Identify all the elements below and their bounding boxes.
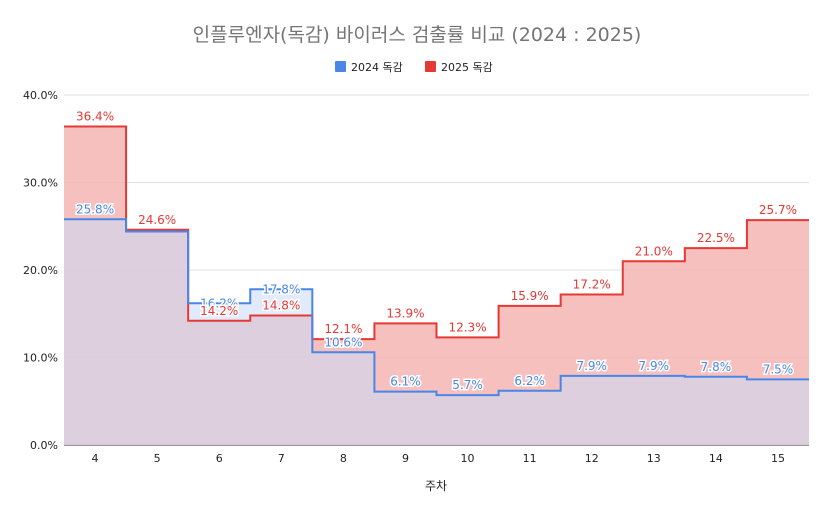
data-label: 14.8% [262, 299, 300, 313]
data-label: 10.6% [324, 335, 362, 349]
data-label: 17.2% [573, 278, 611, 292]
x-tick-label: 9 [402, 452, 409, 465]
x-tick-label: 13 [647, 452, 661, 465]
legend-swatch [335, 61, 346, 72]
data-label: 25.8% [76, 202, 114, 216]
legend-label: 2024 독감 [351, 61, 403, 74]
x-tick-label: 12 [585, 452, 599, 465]
series-line-2024-독감 [64, 218, 809, 397]
x-tick-label: 5 [154, 452, 161, 465]
series-areas [64, 126, 809, 445]
data-label: 6.1% [390, 375, 421, 389]
data-label: 15.9% [511, 289, 549, 303]
data-label: 7.9% [639, 359, 670, 373]
data-label: 6.2% [514, 374, 545, 388]
x-tick-label: 10 [461, 452, 475, 465]
data-labels: 25.8% 16.2% 17.8% 10.6% 6.1% 5.7% 6.2% 7.9% 7.9%… [74, 108, 798, 394]
data-label: 24.6% [138, 213, 176, 227]
y-tick-label: 10.0% [23, 352, 58, 365]
series-lines [64, 125, 809, 397]
data-label: 7.5% [763, 362, 794, 376]
x-axis-ticks: 4 5 6 7 8 9 10 11 12 13 14 15 [92, 452, 785, 465]
chart-title: 인플루엔자(독감) 바이러스 검출률 비교 (2024 : 2025) [193, 24, 642, 46]
data-label: 5.7% [452, 378, 483, 392]
series-area-2024-독감 [64, 219, 809, 445]
x-tick-label: 8 [340, 452, 347, 465]
y-tick-label: 40.0% [23, 89, 58, 102]
data-label: 12.3% [448, 320, 486, 334]
legend: 2024 독감 2025 독감 [335, 61, 493, 74]
x-axis-title: 주차 [425, 479, 447, 493]
data-label: 12.1% [324, 322, 362, 336]
x-tick-label: 7 [278, 452, 285, 465]
data-label: 21.0% [635, 244, 673, 258]
y-tick-label: 0.0% [30, 439, 58, 452]
data-label: 36.4% [76, 110, 114, 124]
legend-label: 2025 독감 [441, 61, 493, 74]
data-label: 14.2% [200, 304, 238, 318]
data-label: 22.5% [697, 231, 735, 245]
x-tick-label: 11 [523, 452, 537, 465]
data-label: 13.9% [386, 306, 424, 320]
series-line-2025-독감 [64, 125, 809, 341]
y-axis-ticks: 0.0% 10.0% 20.0% 30.0% 40.0% [23, 89, 58, 452]
data-label: 17.8% [262, 282, 300, 296]
x-tick-label: 14 [709, 452, 723, 465]
x-tick-label: 15 [771, 452, 785, 465]
data-label: 7.9% [576, 359, 607, 373]
data-label: 7.8% [701, 360, 732, 374]
x-tick-label: 6 [216, 452, 223, 465]
data-label: 16.2% [200, 296, 238, 310]
y-tick-label: 20.0% [23, 264, 58, 277]
legend-swatch [425, 61, 436, 72]
data-label: 25.7% [759, 203, 797, 217]
y-tick-label: 30.0% [23, 177, 58, 190]
x-tick-label: 4 [92, 452, 99, 465]
